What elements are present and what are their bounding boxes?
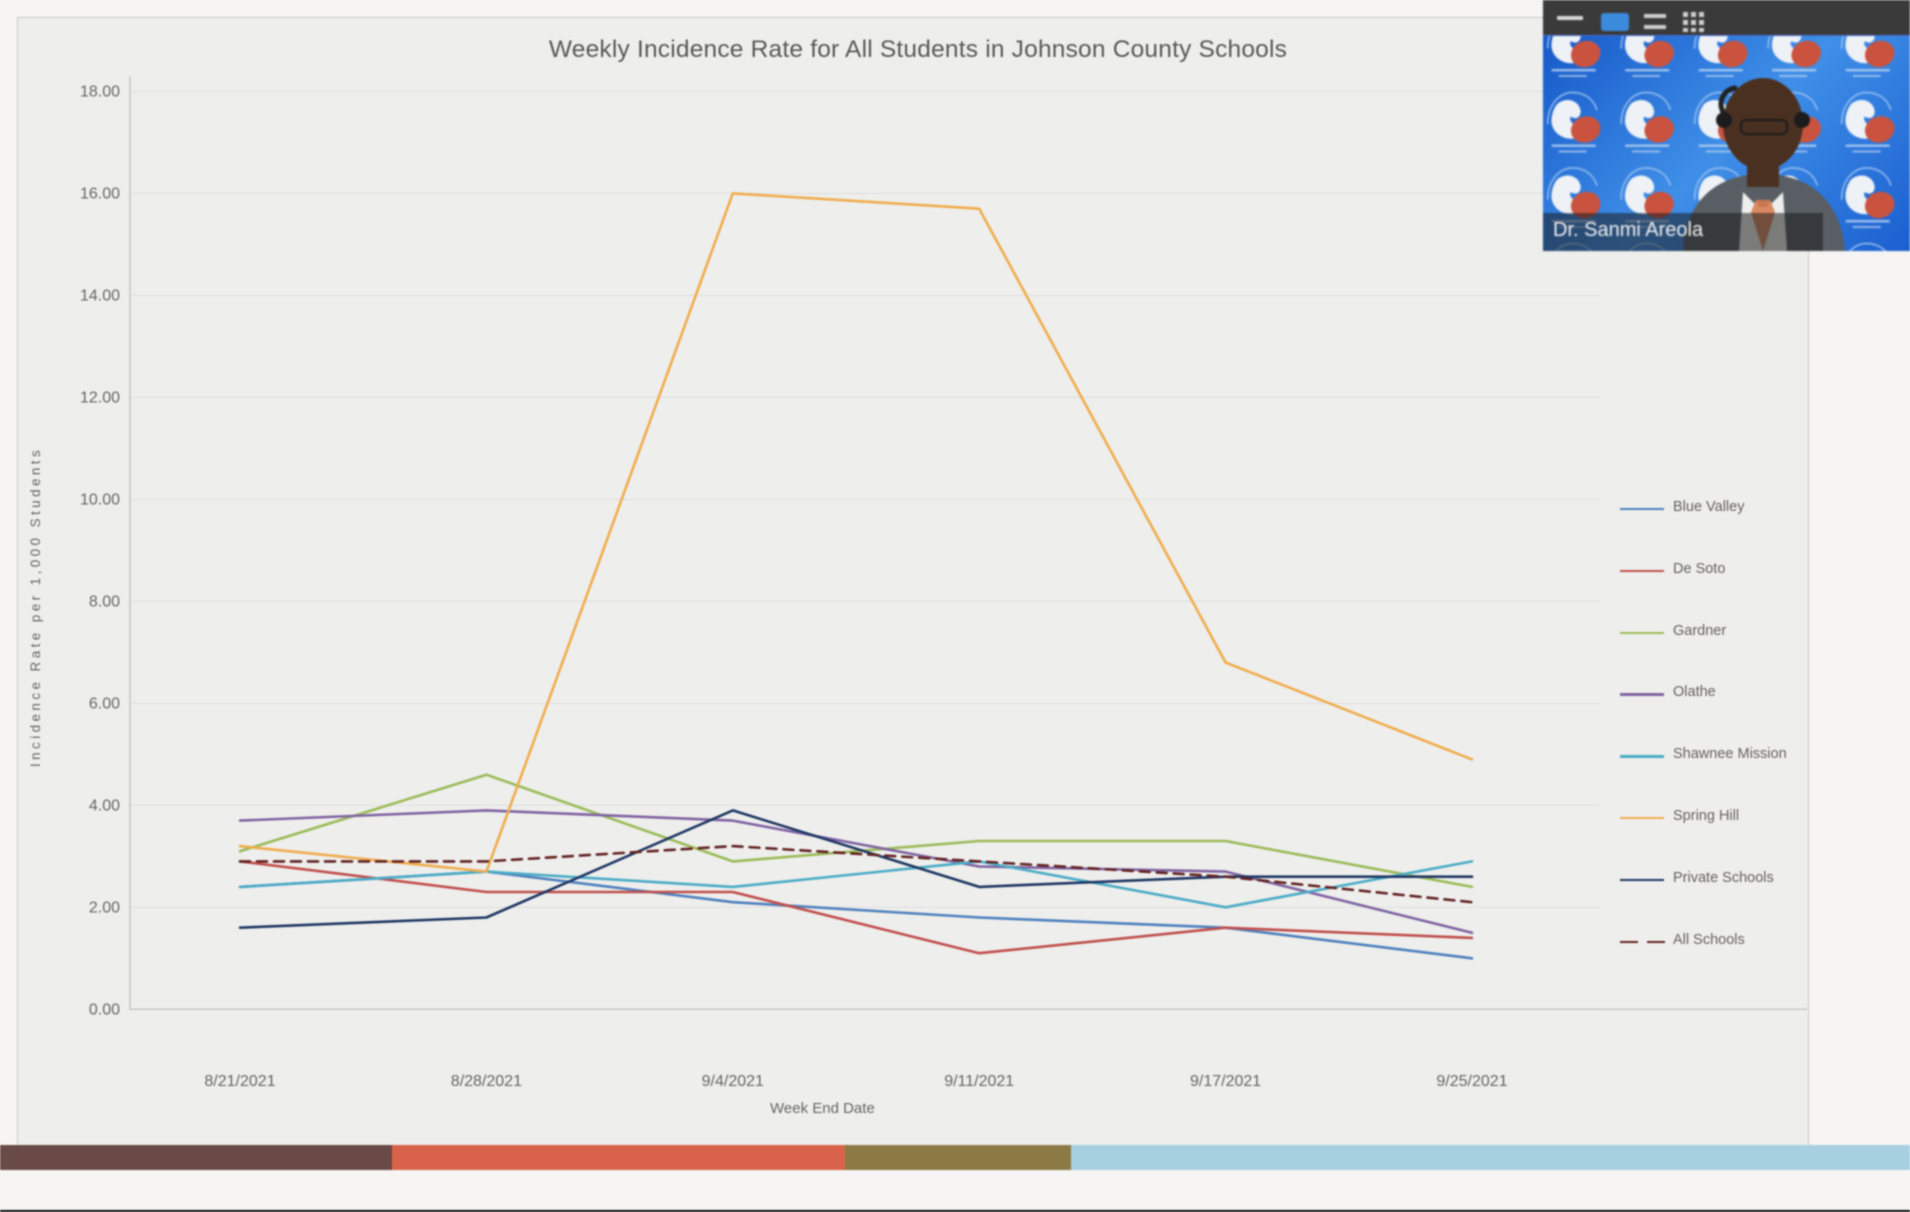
svg-text:9/4/2021: 9/4/2021 [702,1073,764,1090]
svg-text:9/17/2021: 9/17/2021 [1190,1073,1261,1090]
svg-text:8/28/2021: 8/28/2021 [451,1073,522,1090]
svg-text:4.00: 4.00 [89,797,120,814]
svg-text:9/11/2021: 9/11/2021 [944,1073,1014,1090]
svg-text:14.00: 14.00 [80,287,120,304]
svg-text:0.00: 0.00 [89,1001,120,1018]
svg-text:10.00: 10.00 [80,491,120,508]
svg-text:16.00: 16.00 [80,185,120,202]
svg-text:8/21/2021: 8/21/2021 [204,1073,275,1090]
svg-text:6.00: 6.00 [89,695,120,712]
svg-text:12.00: 12.00 [80,389,120,406]
svg-text:18.00: 18.00 [80,83,120,100]
svg-text:9/25/2021: 9/25/2021 [1436,1073,1507,1090]
svg-text:8.00: 8.00 [89,593,120,610]
svg-text:2.00: 2.00 [89,899,120,916]
